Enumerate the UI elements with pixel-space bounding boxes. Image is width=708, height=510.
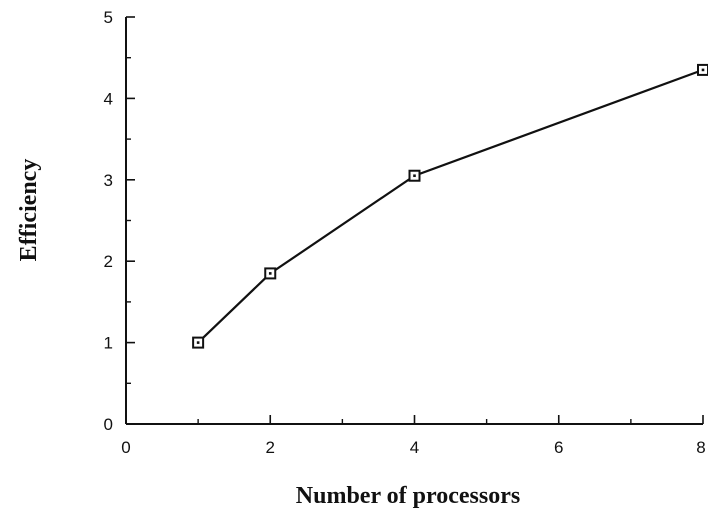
y-tick-label-5: 5 [104,8,113,27]
data-point-center-dot [413,174,416,178]
data-point [697,63,708,76]
series-line-0 [197,68,704,344]
y-axis-ticks: 0 1 2 3 4 5 [104,8,135,434]
x-tick-label-2: 2 [266,438,275,457]
y-axis-title: Efficiency [16,159,42,262]
y-tick-label-2: 2 [104,252,113,271]
data-point [192,336,205,349]
x-tick-label-8: 8 [696,438,705,457]
x-tick-label-0: 0 [121,438,130,457]
data-point [264,267,277,280]
x-tick-label-6: 6 [554,438,563,457]
y-tick-label-1: 1 [104,334,113,353]
data-point-center-dot [701,68,705,72]
series-layer [192,63,708,349]
axes [125,17,703,425]
data-point-center-dot [268,272,272,275]
x-tick-label-4: 4 [410,438,419,457]
data-point-center-dot [196,341,200,344]
x-axis-title: Number of processors [296,483,520,509]
y-tick-label-3: 3 [104,171,113,190]
data-point [408,169,421,182]
y-tick-label-4: 4 [104,89,113,108]
y-tick-label-0: 0 [104,415,113,434]
x-axis-ticks: 0 2 4 6 8 [121,415,706,457]
